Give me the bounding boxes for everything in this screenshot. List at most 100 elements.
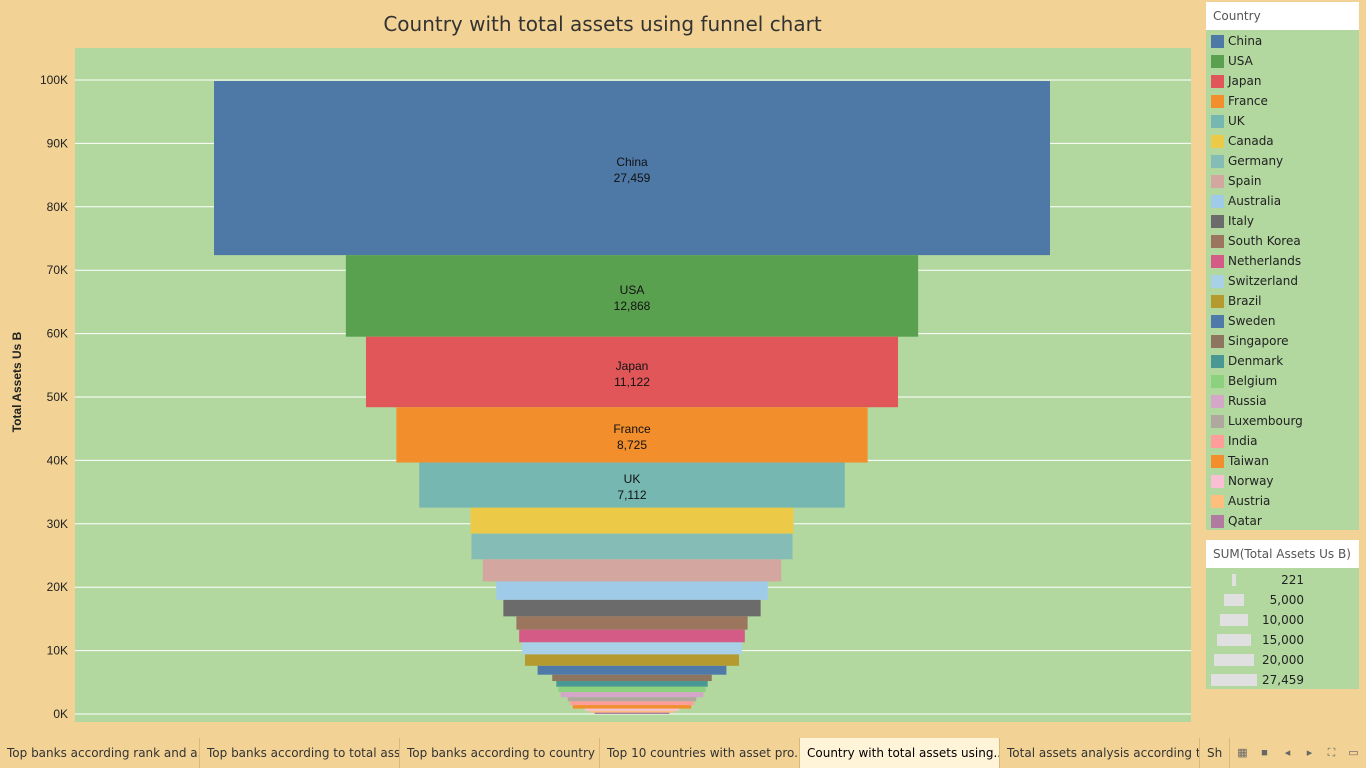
legend-label: Italy [1228,214,1255,228]
legend-item[interactable]: Sweden [1206,312,1359,332]
legend-label: Spain [1228,174,1262,188]
legend-swatch [1211,135,1224,148]
plot-area[interactable]: China 27,459 USA 12,868 Japan 11,122 France 8,7… [75,48,1191,722]
scroll-right-icon[interactable]: ▸ [1306,747,1313,759]
funnel-segment-uk[interactable] [419,462,845,508]
funnel-segment-india[interactable] [570,701,694,706]
size-legend-item: 20,000 [1206,650,1359,670]
segment-label-name: France [613,422,651,436]
funnel-segment-russia[interactable] [560,692,704,698]
legend-item[interactable]: Brazil [1206,292,1359,312]
legend-item[interactable]: Australia [1206,192,1359,212]
legend-item[interactable]: Belgium [1206,372,1359,392]
sheet-tab[interactable]: Country with total assets using... [800,738,1000,768]
legend-item[interactable]: Japan [1206,72,1359,92]
legend-label: Norway [1228,474,1274,488]
legend-swatch [1211,275,1224,288]
color-legend[interactable]: Country China USA Japan France UK Canada Germa… [1206,2,1359,530]
legend-item[interactable]: Singapore [1206,332,1359,352]
size-legend-label: 15,000 [1262,633,1304,647]
funnel-segment-netherlands[interactable] [519,629,745,643]
funnel-segment-denmark[interactable] [556,681,708,687]
sheet-tab[interactable]: Top banks according to country ... [400,738,600,768]
legend-label: Qatar [1228,514,1262,528]
funnel-segment-austria[interactable] [589,710,675,713]
funnel-segment-germany[interactable] [471,533,793,560]
funnel-segment-taiwan[interactable] [572,705,692,709]
size-legend-bar [1231,574,1237,586]
legend-item[interactable]: South Korea [1206,232,1359,252]
segment-label-name: China [616,155,648,169]
funnel-segment-canada[interactable] [470,507,794,534]
legend-item[interactable]: India [1206,432,1359,452]
funnel-segment-singapore[interactable] [552,674,712,682]
presentation-icon[interactable]: ▭ [1348,747,1359,759]
legend-item[interactable]: Russia [1206,392,1359,412]
funnel-segment-france[interactable] [396,407,868,463]
fullscreen-icon[interactable]: ⛶ [1327,747,1336,759]
funnel-segment-japan[interactable] [365,336,899,408]
funnel-segment-qatar[interactable] [594,712,670,714]
legend-item[interactable]: Germany [1206,152,1359,172]
legend-swatch [1211,435,1224,448]
funnel-segment-italy[interactable] [503,599,761,617]
legend-label: Japan [1228,74,1262,88]
legend-swatch [1211,415,1224,428]
sheet-tab[interactable]: Sh [1200,738,1230,768]
grid-view-icon[interactable]: ■ [1261,747,1268,759]
sheet-tab[interactable]: Total assets analysis according t... [1000,738,1200,768]
y-tick-label: 50K [47,390,68,404]
legend-label: Taiwan [1228,454,1269,468]
size-legend-bar [1220,614,1248,626]
legend-item[interactable]: Spain [1206,172,1359,192]
funnel-segment-belgium[interactable] [558,686,706,693]
legend-item[interactable]: Netherlands [1206,252,1359,272]
film-strip-icon[interactable]: ▦ [1237,747,1248,759]
legend-swatch [1211,235,1224,248]
legend-item[interactable]: Norway [1206,472,1359,492]
y-tick-label: 70K [47,263,68,277]
legend-item[interactable]: Taiwan [1206,452,1359,472]
legend-item[interactable]: France [1206,92,1359,112]
funnel-segment-switzerland[interactable] [522,642,742,655]
legend-item[interactable]: Luxembourg [1206,412,1359,432]
funnel-segment-usa[interactable] [345,255,919,337]
funnel-segment-luxembourg[interactable] [567,697,697,702]
legend-label: Austria [1228,494,1271,508]
funnel-chart[interactable]: China 27,459 USA 12,868 Japan 11,122 France 8,7… [75,48,1191,722]
funnel-segment-south-korea[interactable] [516,616,748,630]
segment-label-name: Japan [616,359,649,373]
legend-item[interactable]: Switzerland [1206,272,1359,292]
segment-label-value: 11,122 [614,375,650,389]
legend-item[interactable]: Austria [1206,492,1359,512]
funnel-segment-china[interactable] [214,81,1050,256]
sheet-tab[interactable]: Top 10 countries with asset pro... [600,738,800,768]
legend-label: Brazil [1228,294,1262,308]
size-legend-item: 5,000 [1206,590,1359,610]
size-legend-item: 15,000 [1206,630,1359,650]
funnel-segment-australia[interactable] [496,581,768,600]
sheet-tab[interactable]: Top banks according rank and a... [0,738,200,768]
legend-swatch [1211,475,1224,488]
legend-item[interactable]: Canada [1206,132,1359,152]
legend-item[interactable]: UK [1206,112,1359,132]
funnel-segment-brazil[interactable] [524,654,740,666]
scroll-left-icon[interactable]: ◂ [1284,747,1291,759]
legend-label: China [1228,34,1263,48]
legend-item[interactable]: Denmark [1206,352,1359,372]
legend-item[interactable]: USA [1206,52,1359,72]
size-legend-title: SUM(Total Assets Us B) [1206,540,1359,568]
funnel-segment-norway[interactable] [584,708,680,711]
funnel-segment-spain[interactable] [482,559,782,582]
legend-label: India [1228,434,1258,448]
legend-item[interactable]: Qatar [1206,512,1359,532]
legend-swatch [1211,215,1224,228]
y-tick-label: 40K [47,453,68,467]
sheet-tab[interactable]: Top banks according to total ass... [200,738,400,768]
size-legend-item: 27,459 [1206,670,1359,690]
size-legend[interactable]: SUM(Total Assets Us B) 221 5,000 10,000 15,… [1206,540,1359,689]
legend-item[interactable]: Italy [1206,212,1359,232]
funnel-segment-sweden[interactable] [537,665,727,675]
segment-label-value: 27,459 [614,171,651,185]
legend-item[interactable]: China [1206,32,1359,52]
